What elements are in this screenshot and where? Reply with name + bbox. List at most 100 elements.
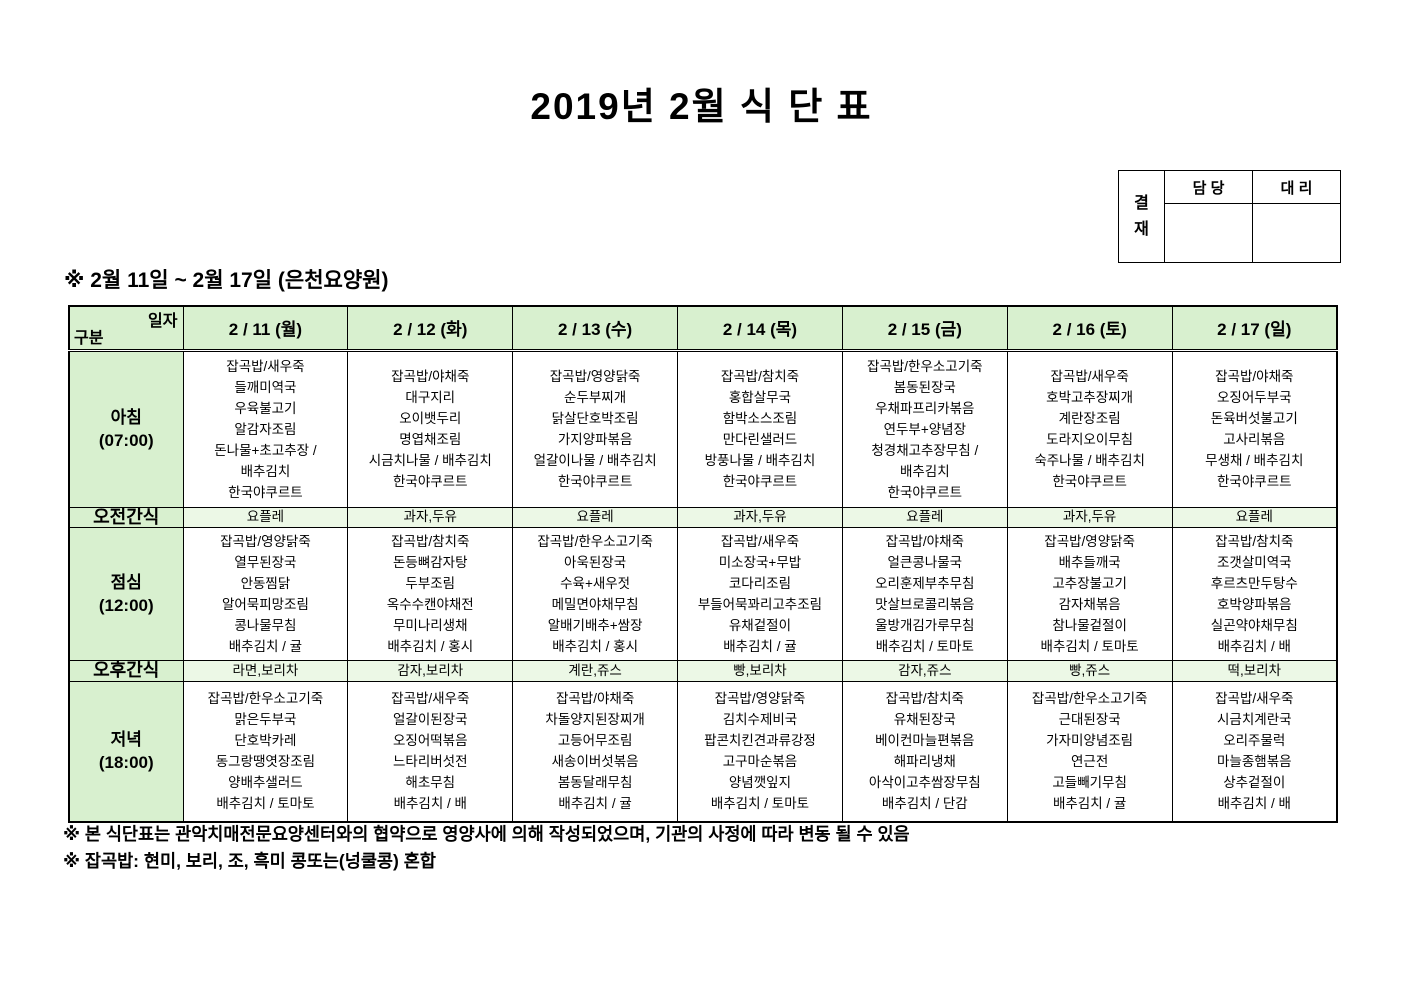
snack-cell: 떡,보리차 xyxy=(1171,659,1338,682)
menu-cell: 잡곡밥/새우죽 얼갈이된장국 오징어떡볶음 느타리버섯전 해초무침 배추김치 / 배 xyxy=(347,680,514,823)
menu-line: 연근전 xyxy=(1071,754,1109,770)
menu-line: 부들어묵꽈리고추조림 xyxy=(697,596,823,612)
menu-line: 고등어무조림 xyxy=(557,733,633,749)
menu-line: 근대된장국 xyxy=(1058,712,1121,728)
meal-time: (07:00) xyxy=(98,431,154,450)
day-header: 2 / 12 (화) xyxy=(347,305,514,352)
menu-line: 배추김치 / 귤 xyxy=(558,796,632,812)
menu-cell: 잡곡밥/한우소고기죽 아욱된장국 수육+새우젓 메밀면야채무침 알배기배추+쌈장 배추김치… xyxy=(512,526,679,661)
menu-line: 봄동된장국 xyxy=(893,379,956,395)
menu-line: 시금치나물 / 배추김치 xyxy=(368,453,492,468)
menu-line: 잡곡밥/참치죽 xyxy=(720,369,800,384)
menu-line: 가자미양념조림 xyxy=(1046,733,1134,749)
row-label: 아침 (07:00) xyxy=(68,349,184,508)
menu-line: 오징어두부국 xyxy=(1217,390,1292,405)
menu-line: 잡곡밥/한우소고기죽 xyxy=(207,691,324,707)
menu-line: 한국야쿠르트 xyxy=(722,474,798,489)
menu-line: 배추김치 / 귤 xyxy=(723,638,797,654)
menu-line: 한국야쿠르트 xyxy=(393,474,468,489)
menu-line: 참나물겉절이 xyxy=(1052,617,1127,633)
menu-cell: 잡곡밥/참치죽 홍합살무국 함박소스조림 만다린샐러드 방풍나물 / 배추김치 한국야쿠르… xyxy=(677,349,843,508)
menu-line: 베이컨마늘편볶음 xyxy=(875,733,975,749)
menu-line: 고사리볶음 xyxy=(1223,432,1286,447)
menu-line: 고추장불고기 xyxy=(1052,575,1127,591)
menu-cell: 잡곡밥/새우죽 미소장국+무밥 코다리조림 부들어묵꽈리고추조림 유채겉절이 배추김치 /… xyxy=(677,526,843,661)
menu-line: 배추김치 / 홍시 xyxy=(552,638,638,654)
menu-line: 배추김치 / 귤 xyxy=(1052,796,1127,812)
menu-line: 오리주물럭 xyxy=(1223,733,1286,749)
menu-line: 잡곡밥/영양닭죽 xyxy=(714,691,806,707)
menu-line: 만다린샐러드 xyxy=(722,432,798,447)
menu-line: 잡곡밥/야채죽 xyxy=(885,533,964,549)
menu-line: 잡곡밥/영양닭죽 xyxy=(549,369,641,384)
snack-cell: 계란,쥬스 xyxy=(512,659,679,682)
day-header: 2 / 15 (금) xyxy=(841,305,1008,352)
menu-line: 잡곡밥/새우죽 xyxy=(391,691,470,707)
page-title: 2019년 2월 식 단 표 xyxy=(530,86,873,127)
table-row: 점심 (12:00) 잡곡밥/영양닭죽 열무된장국 안동찜닭 알어묵피망조림 콩나물무침 배추… xyxy=(68,526,1338,661)
menu-line: 수육+새우젓 xyxy=(560,575,631,591)
menu-line: 양념깻잎지 xyxy=(728,775,791,791)
corner-label-category: 구분 xyxy=(74,329,104,347)
menu-line: 시금치계란국 xyxy=(1217,712,1292,728)
menu-line: 배추들깨국 xyxy=(1058,554,1121,570)
menu-line: 배추김치 / 단감 xyxy=(881,796,968,812)
week-range-subtitle: ※ 2월 11일 ~ 2월 17일 (은천요양원) xyxy=(64,269,389,292)
menu-line: 울방개김가루무침 xyxy=(875,617,975,633)
menu-line: 돈등뼈감자탕 xyxy=(393,554,468,570)
approval-stamp-text: 결재 xyxy=(1134,194,1149,238)
note-line: ※ 잡곡밥: 현미, 보리, 조, 흑미 콩또는(넝쿨콩) 혼합 xyxy=(63,851,436,871)
menu-line: 해파리냉채 xyxy=(893,754,956,770)
row-label: 점심 (12:00) xyxy=(68,526,184,661)
approval-col-daeri: 대 리 xyxy=(1252,170,1341,204)
menu-line: 배추김치 xyxy=(240,463,291,479)
menu-line: 잡곡밥/참치죽 xyxy=(1215,533,1294,549)
day-header: 2 / 14 (목) xyxy=(677,305,843,352)
menu-line: 가지양파볶음 xyxy=(557,432,633,447)
menu-line: 알배기배추+쌈장 xyxy=(547,617,643,633)
snack-cell: 요플레 xyxy=(841,506,1008,528)
approval-sign-cell xyxy=(1164,203,1253,263)
menu-line: 잡곡밥/새우죽 xyxy=(226,358,305,374)
approval-sign-cell xyxy=(1252,203,1341,263)
menu-line: 마늘종햄볶음 xyxy=(1217,754,1292,770)
menu-line: 오리훈제부추무침 xyxy=(875,575,975,591)
menu-line: 동그랑땡엿장조림 xyxy=(215,754,316,770)
table-header-row: 일자 구분 2 / 11 (월) 2 / 12 (화) 2 / 13 (수) 2 / … xyxy=(68,305,1338,352)
snack-cell: 과자,두유 xyxy=(347,506,514,528)
menu-line: 무미나리생채 xyxy=(393,617,468,633)
menu-cell: 잡곡밥/참치죽 조갯살미역국 후르츠만두탕수 호박양파볶음 실곤약야채무침 배추김치 / … xyxy=(1171,526,1338,661)
snack-cell: 요플레 xyxy=(512,506,679,528)
snack-cell: 과자,두유 xyxy=(677,506,843,528)
menu-cell: 잡곡밥/야채죽 차돌양지된장찌개 고등어무조림 새송이버섯볶음 봄동달래무침 배추김치 /… xyxy=(512,680,679,823)
menu-line: 한국야쿠르트 xyxy=(1217,474,1292,489)
menu-line: 두부조림 xyxy=(405,575,456,591)
menu-line: 잡곡밥/한우소고기죽 xyxy=(537,533,653,549)
menu-line: 배추김치 / 토마토 xyxy=(1040,638,1139,654)
corner-cell: 일자 구분 xyxy=(68,305,184,352)
menu-line: 숙주나물 / 배추김치 xyxy=(1034,453,1145,468)
corner-label-date: 일자 xyxy=(148,313,178,330)
menu-line: 한국야쿠르트 xyxy=(228,484,303,500)
menu-line: 도라지오이무침 xyxy=(1046,432,1134,447)
row-label: 저녁 (18:00) xyxy=(68,680,184,823)
menu-line: 계란장조림 xyxy=(1058,411,1121,426)
menu-line: 맛살브로콜리볶음 xyxy=(875,596,975,612)
snack-cell: 라면,보리차 xyxy=(182,659,349,682)
menu-line: 코다리조림 xyxy=(728,575,791,591)
menu-line: 옥수수캔야채전 xyxy=(386,596,474,612)
menu-line: 김치수제비국 xyxy=(722,712,798,728)
menu-cell: 잡곡밥/한우소고기죽 맑은두부국 단호박카레 동그랑땡엿장조림 양배추샐러드 배추김치 /… xyxy=(182,680,349,823)
menu-line: 맑은두부국 xyxy=(234,712,297,728)
menu-table: 일자 구분 2 / 11 (월) 2 / 12 (화) 2 / 13 (수) 2 / … xyxy=(68,305,1338,823)
menu-cell: 잡곡밥/야채죽 대구지리 오이뱃두리 명엽채조림 시금치나물 / 배추김치 한국야쿠르트 xyxy=(347,349,514,508)
menu-cell: 잡곡밥/영양닭죽 배추들깨국 고추장불고기 감자채볶음 참나물겉절이 배추김치 / 토마토 xyxy=(1006,526,1173,661)
menu-cell: 잡곡밥/영양닭죽 순두부찌개 닭살단호박조림 가지양파볶음 얼갈이나물 / 배추김치 한국… xyxy=(512,349,679,508)
menu-line: 고구마순볶음 xyxy=(722,754,798,770)
menu-line: 배추김치 / 배 xyxy=(1217,796,1291,812)
approval-col-damdang: 담 당 xyxy=(1164,170,1253,204)
menu-line: 잡곡밥/야채죽 xyxy=(391,369,470,384)
menu-line: 잡곡밥/영양닭죽 xyxy=(220,533,311,549)
menu-cell: 잡곡밥/한우소고기죽 근대된장국 가자미양념조림 연근전 고들빼기무침 배추김치 / 귤 xyxy=(1006,680,1173,823)
menu-line: 단호박카레 xyxy=(234,733,297,749)
